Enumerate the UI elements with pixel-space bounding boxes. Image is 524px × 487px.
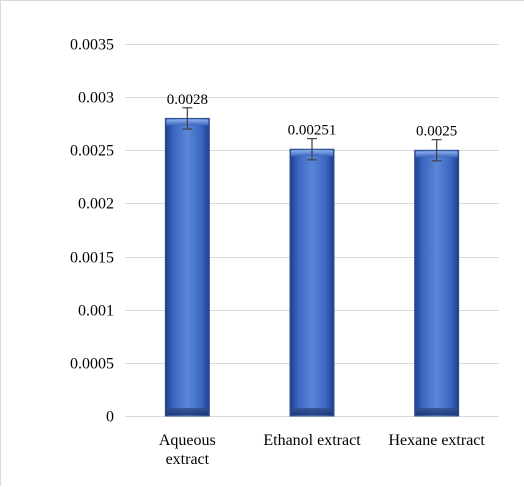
y-axis-tick-labels: 0 0.0005 0.001 0.0015 0.002 0.0025 0.003 0.0035: [70, 37, 114, 426]
error-bar: [307, 137, 317, 161]
y-tick-label: 0.0005: [70, 356, 114, 373]
y-tick-label: 0.0035: [70, 37, 114, 54]
bar: [414, 149, 460, 417]
y-tick-label: 0.0025: [70, 143, 114, 160]
error-bar: [182, 107, 193, 130]
y-tick-label: 0.0015: [70, 250, 114, 267]
data-label: 0.0028: [167, 92, 208, 108]
bar: [164, 117, 210, 417]
category-label: Ethanol extract: [263, 432, 361, 449]
data-labels: 0.0028 0.00251 0.0025: [167, 92, 458, 140]
bars: [164, 117, 460, 417]
y-tick-label: 0.002: [78, 196, 114, 213]
data-label: 0.0025: [416, 124, 457, 140]
category-label: Aqueous extract: [159, 432, 216, 468]
y-tick-label: 0: [106, 409, 114, 426]
error-bars: [182, 107, 442, 162]
error-bar: [431, 139, 442, 162]
data-label: 0.00251: [288, 123, 337, 139]
y-tick-label: 0.003: [78, 90, 114, 107]
x-axis-category-labels: Aqueous extract Ethanol extract Hexane extr…: [159, 432, 486, 468]
category-label: Hexane extract: [388, 432, 485, 449]
y-tick-label: 0.001: [78, 303, 114, 320]
bar: [289, 148, 335, 417]
